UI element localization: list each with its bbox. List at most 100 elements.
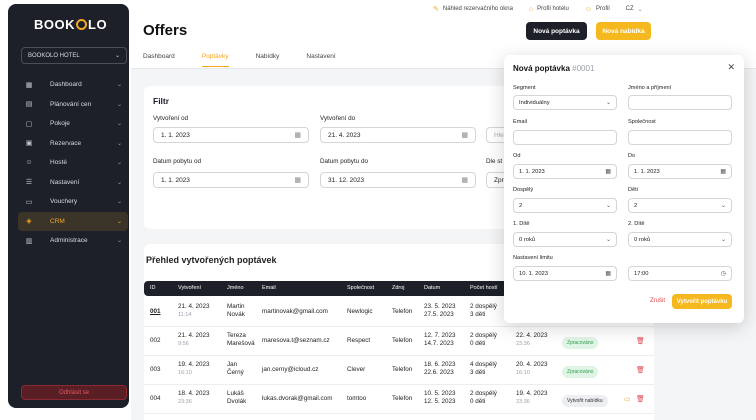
dates-cell: 10. 5. 2023 12. 5. 2023	[424, 390, 456, 406]
stay-from-field[interactable]: 1. 1. 2023 ▦	[153, 172, 309, 188]
tab-dashboard[interactable]: Dashboard	[143, 53, 175, 60]
email: jan.cerny@icloud.cz	[262, 366, 319, 373]
chevron-down-icon: ⌄	[605, 203, 611, 209]
chevron-down-icon: ⌄	[605, 100, 611, 106]
name-cell: Jan Černý	[227, 361, 244, 377]
status-badge[interactable]: Vytvořit nabídku	[562, 395, 608, 407]
column-header[interactable]: ID	[150, 285, 156, 291]
column-header[interactable]: Email	[262, 285, 276, 291]
company: Respect	[347, 337, 371, 344]
table-row[interactable]: 003 19. 4. 2023 16:10 Jan Černý jan.cerny@icl…	[144, 356, 654, 385]
brand-logo: BOOK LO	[34, 17, 108, 32]
to-field[interactable]: 1. 1. 2023 ▦	[628, 164, 732, 179]
name-field[interactable]	[628, 95, 732, 110]
segment-select[interactable]: Individuálny ⌄	[513, 95, 617, 110]
email-field[interactable]	[513, 130, 617, 145]
created-cell: 18. 4. 2023 23:36	[178, 390, 210, 406]
sidebar-item-label: Dashboard	[50, 81, 82, 89]
modal-title: Nová poptávka #0001	[513, 64, 594, 73]
new-offer-button[interactable]: Nová nabídka	[596, 22, 651, 40]
chevron-down-icon: ⌄	[720, 237, 726, 243]
column-header[interactable]: Společnost	[347, 285, 375, 291]
column-header[interactable]: Počet hostí	[470, 285, 498, 291]
close-icon[interactable]: ✕	[727, 62, 735, 72]
cancel-button[interactable]: Zrušit	[650, 298, 665, 304]
adults-select[interactable]: 2 ⌄	[513, 198, 617, 213]
message-icon[interactable]: ▭	[624, 396, 631, 403]
sidebar-item-host-[interactable]: ☺ Hosté ⌄	[18, 153, 128, 173]
child2-select[interactable]: 0 roků ⌄	[628, 232, 732, 247]
sidebar-item-pl-nov-n-cen[interactable]: ▤ Plánování cen ⌄	[18, 95, 128, 115]
guests-cell: 2 dospělý 0 děti	[470, 332, 497, 348]
company-label: Společnost	[628, 119, 656, 125]
sidebar-item-vouchery[interactable]: ▭ Vouchery ⌄	[18, 192, 128, 212]
tab-offers[interactable]: Nabídky	[255, 53, 280, 60]
column-header[interactable]: Datum	[424, 285, 441, 291]
request-id: 003	[150, 366, 161, 373]
profile-link[interactable]: ☺ Profil	[585, 6, 610, 13]
language-select[interactable]: CZ ⌄	[626, 6, 643, 13]
trash-icon[interactable]: 🗑	[636, 396, 645, 403]
dates-cell: 23. 5. 2023 27.5. 2023	[424, 303, 456, 319]
sliders-icon: ☰	[25, 179, 33, 187]
tab-bar: Dashboard Poptávky Nabídky Nastavení	[143, 53, 363, 67]
sidebar-item-dashboard[interactable]: ▦ Dashboard ⌄	[18, 75, 128, 95]
chevron-down-icon: ⌄	[116, 160, 122, 167]
created-to-field[interactable]: 21. 4. 2023 ▦	[320, 127, 476, 143]
chevron-down-icon: ⌄	[116, 199, 122, 206]
tab-settings[interactable]: Nastavení	[306, 53, 336, 60]
email-cell: jan.cerny@icloud.cz	[262, 366, 318, 374]
children-select[interactable]: 2 ⌄	[628, 198, 732, 213]
sidebar-item-label: Nastavení	[50, 178, 80, 186]
new-request-button[interactable]: Nová poptávka	[526, 22, 587, 40]
sidebar-item-nastaven-[interactable]: ☰ Nastavení ⌄	[18, 173, 128, 193]
segment-value: Individuálny	[519, 99, 550, 106]
created-from-field[interactable]: 1. 1. 2023 ▦	[153, 127, 309, 143]
table-row[interactable]: 004 18. 4. 2023 23:36 Lukáš Dvolák lukas.dvor…	[144, 385, 654, 414]
divider	[131, 68, 756, 69]
tab-requests[interactable]: Poptávky	[201, 53, 229, 67]
trash-icon[interactable]: 🗑	[636, 367, 645, 374]
calendar-icon: ▦	[294, 177, 301, 184]
table-row[interactable]: 001 21. 4. 2023 11:14 Martin Novák martinovak…	[144, 298, 654, 327]
table-row[interactable]: 002 21. 4. 2023 9:56 Tereza Marešová maresova…	[144, 327, 654, 356]
trash-icon[interactable]: 🗑	[636, 338, 645, 345]
clock-icon: ◷	[720, 271, 726, 277]
date-from: 12. 7. 2023	[424, 332, 456, 339]
last-name: Novák	[227, 311, 245, 318]
hotel-profile-link[interactable]: ⌂ Profil hotelu	[529, 6, 569, 13]
sidebar-nav: ▦ Dashboard ⌄ ▤ Plánování cen ⌄ ▢ Pokoje ⌄ ▣ Rezer…	[18, 75, 128, 251]
company-field[interactable]	[628, 130, 732, 145]
sidebar-item-administrace[interactable]: ▥ Administrace ⌄	[18, 231, 128, 251]
column-header[interactable]: Zdroj	[392, 285, 405, 291]
from-field[interactable]: 1. 1. 2023 ▦	[513, 164, 617, 179]
door-icon: ▢	[25, 120, 33, 128]
create-request-button[interactable]: Vytvořit poptávku	[672, 294, 732, 309]
bar-chart-icon: ▥	[25, 237, 33, 245]
adults-count: 4 dospělý	[470, 361, 497, 368]
limit-time-field[interactable]: 17:00 ◷	[628, 266, 732, 281]
date-to: 27.5. 2023	[424, 311, 454, 318]
name-label: Jméno a příjmení	[628, 85, 672, 91]
created-from-label: Vytvoření od	[153, 115, 189, 122]
limit-label: Nastavení limitu	[513, 255, 553, 261]
sidebar-item-pokoje[interactable]: ▢ Pokoje ⌄	[18, 114, 128, 134]
created-cell: 21. 4. 2023 11:14	[178, 303, 210, 319]
column-header[interactable]: Vytvoření	[178, 285, 202, 291]
logout-button[interactable]: Odhlásit se	[21, 385, 127, 400]
sidebar-item-crm[interactable]: ◈ CRM ⌄	[18, 211, 128, 231]
hotel-select[interactable]: BOOKOLO HOTEL ⌄	[21, 47, 127, 64]
last-name: Dvolák	[227, 398, 247, 405]
preview-link[interactable]: ✎ Náhled rezervačního okna	[433, 5, 513, 13]
child2-label: 2. Dítě	[628, 221, 645, 227]
modal-number: #0001	[572, 64, 595, 73]
created-to-value: 21. 4. 2023	[328, 131, 361, 139]
child1-select[interactable]: 0 roků ⌄	[513, 232, 617, 247]
sidebar-item-rezervace[interactable]: ▣ Rezervace ⌄	[18, 134, 128, 154]
stay-to-field[interactable]: 31. 12. 2023 ▦	[320, 172, 476, 188]
chevron-down-icon: ⌄	[116, 82, 122, 89]
limit-date-field[interactable]: 10. 1. 2023 ▦	[513, 266, 617, 281]
adults-count: 2 dospělý	[470, 303, 497, 310]
column-header[interactable]: Jméno	[227, 285, 244, 291]
processed-cell: 19. 4. 2023 23:36	[516, 390, 548, 406]
